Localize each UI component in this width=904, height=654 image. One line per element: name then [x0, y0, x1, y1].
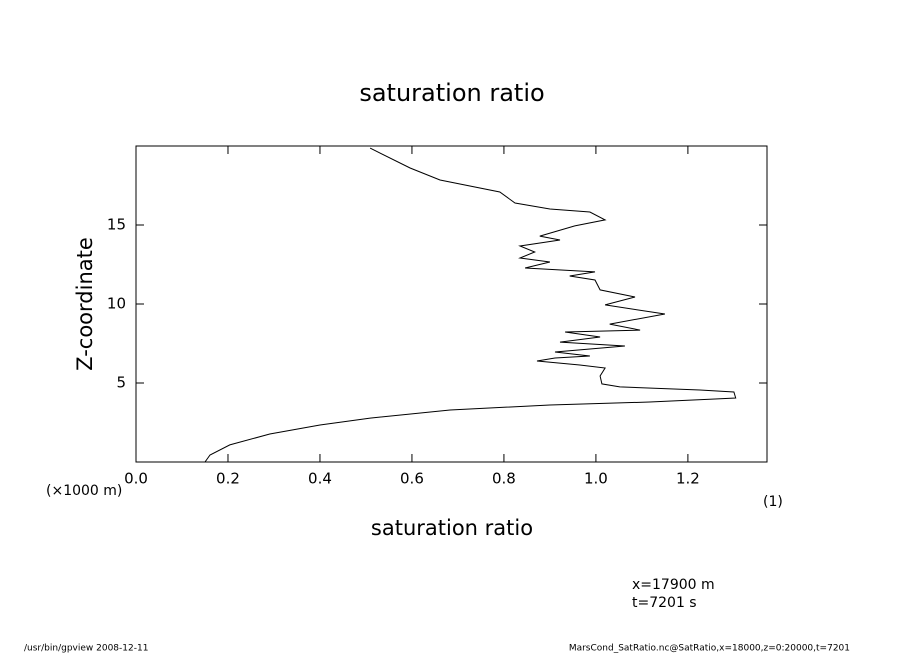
y-tick-label: 15 — [107, 216, 126, 234]
x-tick-label: 1.2 — [676, 470, 700, 488]
x-unit: (1) — [763, 494, 783, 510]
x-tick-label: 0.2 — [216, 470, 240, 488]
x-tick-label: 0.4 — [308, 470, 332, 488]
y-tick-label: 5 — [116, 374, 126, 392]
chart-title: saturation ratio — [359, 79, 544, 107]
x-tick-label: 1.0 — [584, 470, 608, 488]
y-axis-label: Z-coordinate — [73, 237, 97, 371]
x-tick-label: 0.0 — [124, 470, 148, 488]
y-unit: (×1000 m) — [46, 483, 122, 499]
x-axis-label: saturation ratio — [371, 516, 533, 540]
annotation: x=17900 m — [632, 577, 715, 593]
profile-line — [204, 147, 737, 463]
footer: MarsCond_SatRatio.nc@SatRatio,x=18000,z=… — [569, 644, 850, 654]
annotation: t=7201 s — [632, 595, 697, 611]
plot-frame — [135, 145, 768, 463]
x-tick-label: 0.6 — [400, 470, 424, 488]
y-tick-label: 10 — [107, 295, 126, 313]
x-tick-label: 0.8 — [492, 470, 516, 488]
footer: /usr/bin/gpview 2008-12-11 — [24, 644, 148, 654]
